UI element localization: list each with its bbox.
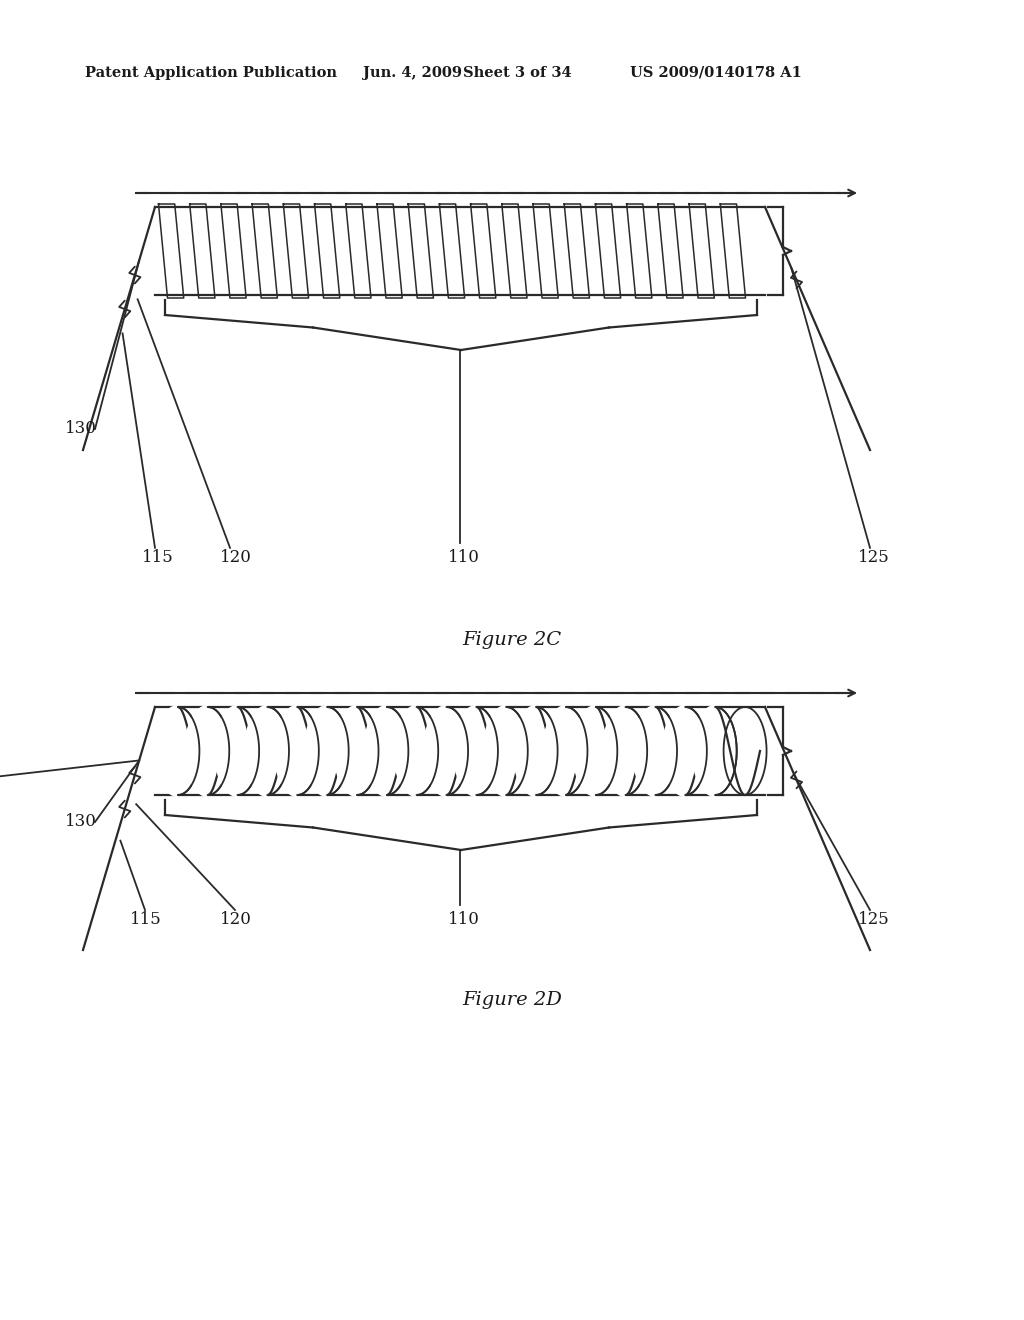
Text: 120: 120 bbox=[220, 912, 252, 928]
Text: Sheet 3 of 34: Sheet 3 of 34 bbox=[463, 66, 571, 79]
Polygon shape bbox=[157, 708, 178, 795]
Text: US 2009/0140178 A1: US 2009/0140178 A1 bbox=[630, 66, 802, 79]
Polygon shape bbox=[484, 708, 506, 795]
Polygon shape bbox=[216, 708, 238, 795]
Text: 130: 130 bbox=[65, 421, 97, 437]
Text: Patent Application Publication: Patent Application Publication bbox=[85, 66, 337, 79]
Polygon shape bbox=[186, 708, 208, 795]
Polygon shape bbox=[455, 708, 476, 795]
Text: Figure 2D: Figure 2D bbox=[462, 991, 562, 1008]
Polygon shape bbox=[634, 708, 655, 795]
Polygon shape bbox=[545, 708, 566, 795]
Polygon shape bbox=[395, 708, 417, 795]
Polygon shape bbox=[366, 708, 387, 795]
Polygon shape bbox=[246, 708, 267, 795]
Text: 115: 115 bbox=[130, 912, 162, 928]
Polygon shape bbox=[574, 708, 596, 795]
Polygon shape bbox=[664, 708, 685, 795]
Text: 110: 110 bbox=[449, 912, 480, 928]
Polygon shape bbox=[515, 708, 537, 795]
Text: 110: 110 bbox=[449, 549, 480, 566]
Polygon shape bbox=[604, 708, 626, 795]
Polygon shape bbox=[693, 708, 715, 795]
Polygon shape bbox=[306, 708, 328, 795]
Text: 125: 125 bbox=[858, 549, 890, 566]
Text: 115: 115 bbox=[142, 549, 174, 566]
Text: 125: 125 bbox=[858, 912, 890, 928]
Text: 120: 120 bbox=[220, 549, 252, 566]
Text: Figure 2C: Figure 2C bbox=[463, 631, 561, 649]
Polygon shape bbox=[425, 708, 446, 795]
Text: Jun. 4, 2009: Jun. 4, 2009 bbox=[362, 66, 462, 79]
Text: 130: 130 bbox=[65, 813, 97, 830]
Polygon shape bbox=[336, 708, 357, 795]
Polygon shape bbox=[275, 708, 297, 795]
